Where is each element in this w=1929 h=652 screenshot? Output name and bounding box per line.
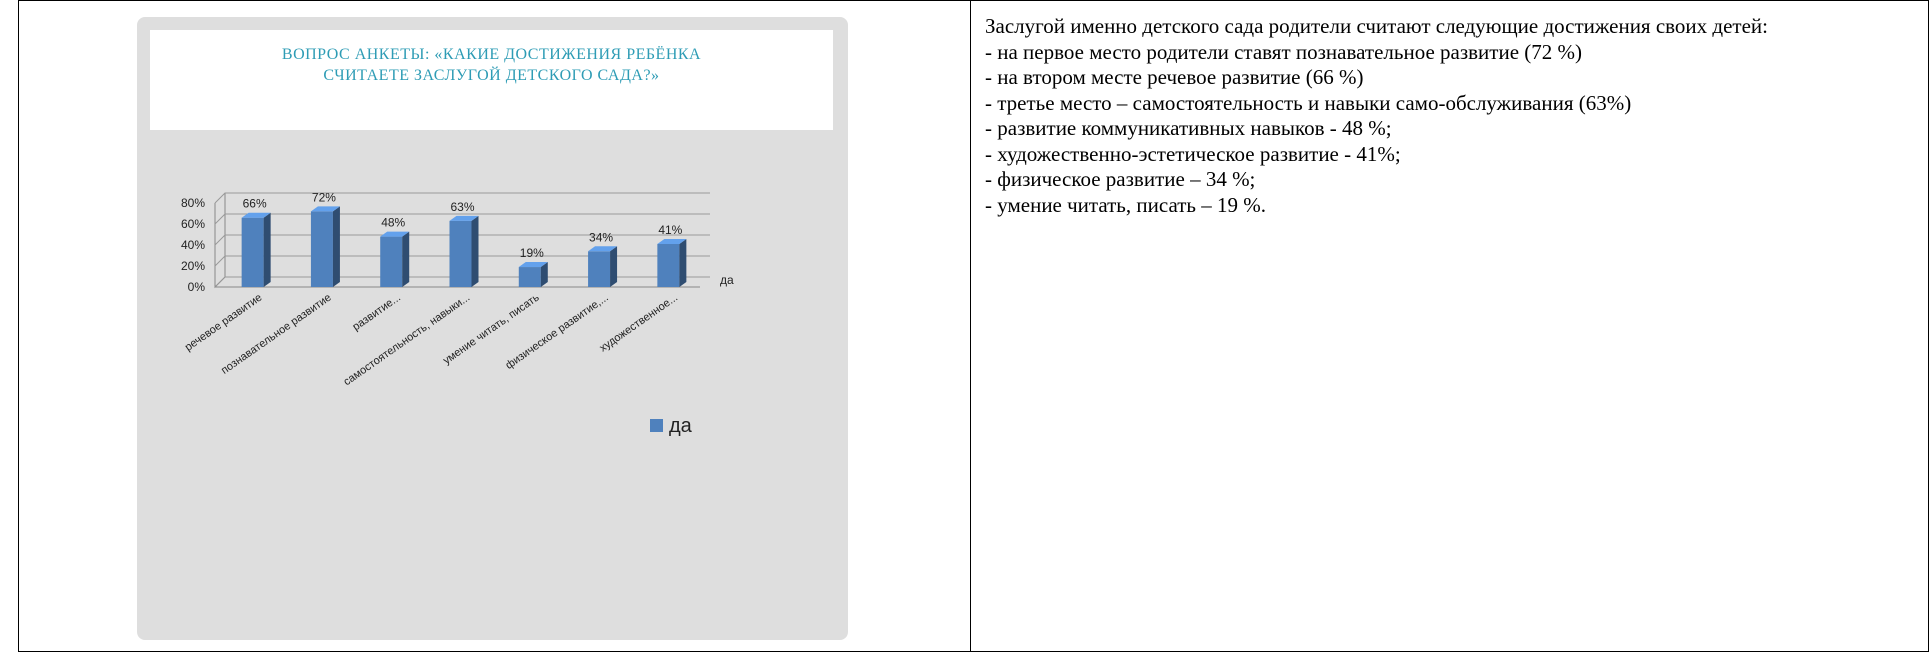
depth-label: да <box>720 273 734 287</box>
y-tick-label: 80% <box>181 196 205 210</box>
bar-top <box>449 215 479 221</box>
y-tick-label: 20% <box>181 259 205 273</box>
table-divider <box>970 0 971 652</box>
bar <box>310 206 340 287</box>
bar-front <box>380 236 403 287</box>
bar <box>657 238 687 287</box>
bar-side <box>540 262 548 287</box>
paragraph: - физическое развитие – 34 %; <box>985 167 1256 191</box>
value-label: 63% <box>450 200 474 214</box>
value-label: 48% <box>381 216 405 230</box>
x-tick-label: познавательное развитие <box>219 292 334 377</box>
paragraph: - умение читать, писать – 19 %. <box>985 192 1266 217</box>
paragraph: - художественно-эстетическое развитие - … <box>985 141 1401 166</box>
bar-top <box>380 231 410 237</box>
paragraph: - на втором месте речевое развитие (66 %… <box>985 65 1364 89</box>
bar <box>241 212 271 287</box>
legend-label: да <box>669 415 693 437</box>
y-tick-label: 40% <box>181 238 205 252</box>
bar-front <box>241 217 264 287</box>
bar-side <box>263 212 271 287</box>
bar-top <box>657 238 687 244</box>
bar-front <box>588 251 611 287</box>
bar-side <box>679 238 687 287</box>
bar-side <box>332 206 340 287</box>
grid-line <box>214 276 710 288</box>
document-text: Заслугой именно детского сада родители с… <box>985 14 1923 218</box>
bar-front <box>657 243 680 287</box>
paragraph: - развитие коммуникативных навыков - 48 … <box>985 116 1392 140</box>
bar <box>380 231 410 287</box>
grid-line <box>214 213 710 225</box>
bar-top <box>241 212 271 218</box>
bar-top <box>588 246 618 252</box>
bar-top <box>518 262 548 268</box>
bar-front <box>310 211 333 287</box>
y-tick-label: 0% <box>188 280 206 294</box>
bar <box>588 246 618 287</box>
bar-top <box>310 206 340 212</box>
y-tick-label: 60% <box>181 217 205 231</box>
value-label: 19% <box>520 246 544 260</box>
x-tick-label: развитие... <box>350 292 402 334</box>
value-label: 72% <box>312 190 336 204</box>
grid-line <box>214 234 710 246</box>
value-label: 66% <box>243 197 267 211</box>
legend-swatch <box>650 419 663 432</box>
paragraph: - на первое место родители ставят познав… <box>985 39 1583 64</box>
bar-side <box>610 246 618 287</box>
paragraph: Заслугой именно детского сада родители с… <box>985 14 1768 38</box>
grid-line <box>214 192 710 204</box>
value-label: 41% <box>658 223 682 237</box>
bar-front <box>518 267 541 287</box>
value-label: 34% <box>589 230 613 244</box>
bar-side <box>402 231 410 287</box>
bar-side <box>471 215 479 287</box>
bar <box>449 215 479 287</box>
paragraph: - третье место – самостоятельность и нав… <box>985 90 1632 115</box>
grid-line <box>214 255 710 267</box>
bar <box>518 262 548 287</box>
x-tick-label: самостоятельность, навыки... <box>341 292 472 389</box>
bar-front <box>449 220 472 287</box>
chart-title: ВОПРОС АНКЕТЫ: «КАКИЕ ДОСТИЖЕНИЯ РЕБЁНКА… <box>150 30 833 130</box>
